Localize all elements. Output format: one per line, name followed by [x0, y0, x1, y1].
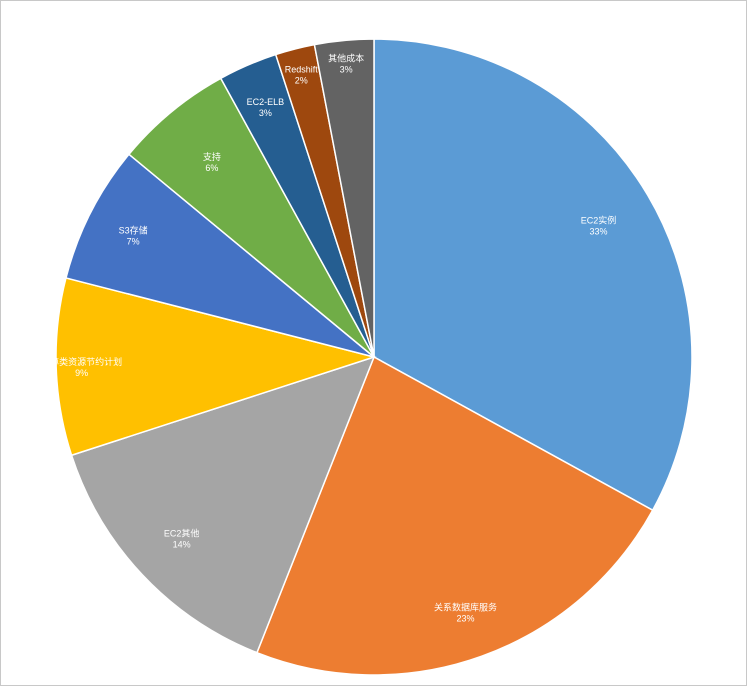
pie-slice	[55, 277, 377, 457]
slice-label: S3存储	[119, 224, 148, 235]
slice-percent: 9%	[75, 368, 88, 378]
slice-label: EC2-ELB	[247, 97, 285, 107]
slice-label: 支持	[203, 151, 221, 162]
pie-slice	[373, 38, 693, 512]
slice-percent: 14%	[173, 540, 191, 550]
slice-percent: 23%	[457, 613, 475, 623]
pie-slices	[55, 38, 693, 676]
pie-slice	[127, 77, 375, 358]
slice-label: 关系数据库服务	[434, 601, 497, 612]
pie-slice	[255, 355, 654, 676]
pie-slice	[313, 38, 375, 358]
slice-percent: 6%	[205, 163, 218, 173]
slice-percent: 3%	[340, 65, 353, 75]
slice-label: Redshift	[285, 65, 319, 75]
slice-percent: 2%	[295, 76, 308, 86]
slice-percent: 33%	[589, 226, 607, 236]
slice-label: EC2实例	[581, 214, 617, 225]
slice-percent: 3%	[259, 108, 272, 118]
slice-label: EC2其他	[164, 528, 200, 539]
slice-label: 计算类资源节约计划	[41, 356, 122, 367]
slice-percent: 7%	[127, 236, 140, 246]
slice-label: 其他成本	[328, 53, 364, 64]
pie-slice	[65, 153, 375, 358]
